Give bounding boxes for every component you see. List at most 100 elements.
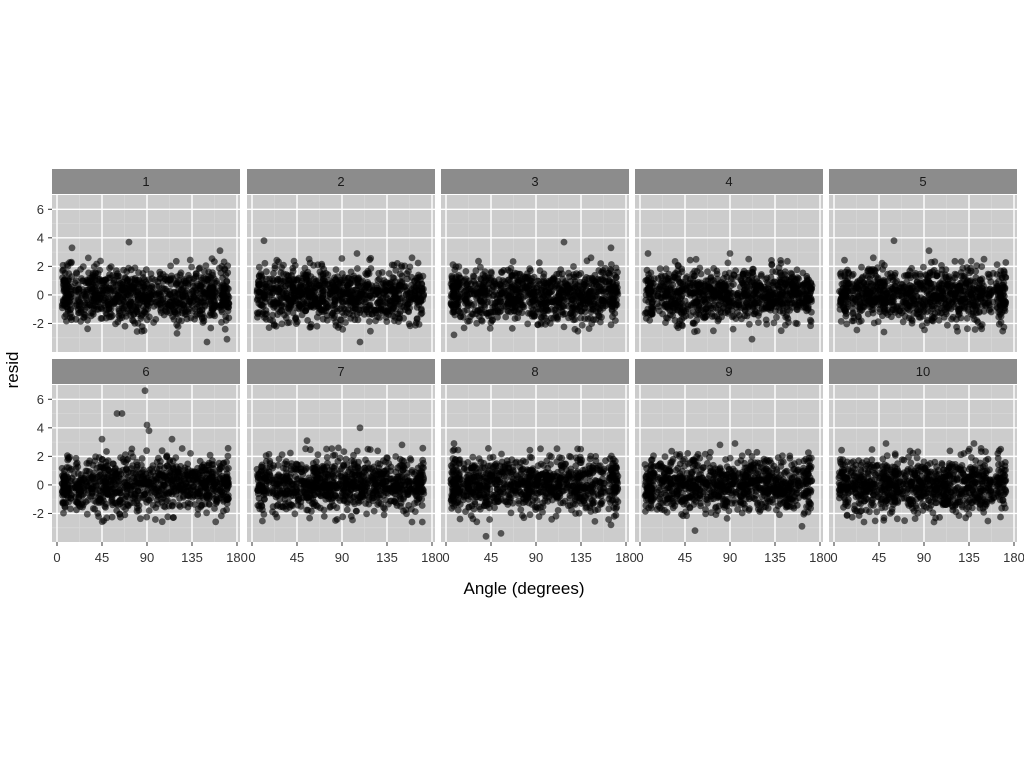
data-point [81, 311, 88, 318]
data-point [184, 281, 192, 289]
data-point [337, 295, 345, 303]
data-point [558, 286, 566, 294]
data-point [277, 277, 284, 285]
data-point [118, 314, 126, 321]
data-point [967, 257, 975, 265]
y-tick-label: 2 [37, 259, 44, 274]
data-point [253, 309, 261, 317]
data-point [570, 263, 577, 270]
data-point [595, 267, 603, 274]
data-point [133, 328, 141, 335]
data-point [597, 260, 605, 267]
data-point [460, 307, 468, 315]
data-point [79, 277, 86, 285]
data-point [201, 268, 208, 275]
data-point [650, 296, 658, 303]
data-point [172, 280, 180, 288]
outlier-point [203, 338, 211, 346]
outlier-point [980, 255, 988, 263]
data-point [495, 276, 503, 284]
outlier-point [356, 338, 364, 346]
data-point [856, 306, 863, 313]
data-point [98, 277, 106, 285]
data-point [362, 270, 369, 277]
data-point [953, 271, 960, 279]
data-point [375, 269, 383, 277]
data-point [581, 315, 589, 322]
data-point [405, 268, 412, 275]
data-point [873, 297, 880, 304]
outlier-point [353, 250, 361, 257]
data-point [101, 299, 109, 307]
data-point [316, 268, 324, 276]
data-point [878, 259, 886, 267]
data-point [976, 282, 983, 290]
data-point [509, 258, 517, 265]
data-point [274, 311, 281, 318]
data-point [547, 298, 554, 305]
data-point [392, 266, 400, 274]
data-point [730, 280, 737, 288]
data-point [337, 316, 345, 324]
outlier-point [450, 331, 458, 339]
data-point [805, 276, 813, 284]
data-point [466, 317, 473, 325]
facet-panel-3: 3 [441, 169, 629, 352]
data-point [989, 269, 997, 277]
data-point [987, 278, 995, 286]
data-point [462, 268, 470, 275]
outlier-point [223, 335, 231, 343]
data-point [278, 264, 285, 271]
data-point [921, 296, 929, 303]
data-point [366, 318, 373, 325]
data-point [418, 280, 426, 288]
data-point [710, 288, 718, 295]
data-point [671, 258, 679, 265]
data-point [691, 281, 699, 288]
data-points [447, 238, 622, 339]
data-point [521, 283, 529, 291]
data-point [869, 254, 877, 262]
data-point [552, 297, 560, 305]
data-point [585, 296, 593, 304]
data-point [508, 272, 516, 280]
data-point [178, 317, 185, 325]
data-point [108, 299, 116, 307]
data-point [478, 317, 486, 325]
data-point [788, 270, 796, 278]
data-point [306, 280, 313, 288]
outlier-point [125, 238, 133, 246]
data-point [498, 268, 505, 276]
data-point [452, 300, 460, 308]
data-point [129, 286, 137, 293]
data-point [315, 281, 323, 289]
data-point [662, 283, 670, 291]
data-point [265, 324, 273, 331]
data-point [187, 450, 194, 457]
data-point [574, 288, 582, 295]
data-point [261, 284, 269, 291]
data-point [277, 302, 285, 310]
data-point [255, 263, 263, 271]
data-point [600, 289, 608, 296]
data-point [307, 302, 315, 310]
data-point [513, 284, 521, 292]
data-points [253, 237, 428, 346]
data-point [167, 262, 175, 270]
outlier-point [560, 238, 568, 246]
data-point [186, 256, 194, 264]
data-point [571, 304, 578, 312]
data-point [379, 294, 387, 302]
data-point [192, 312, 200, 319]
data-point [460, 324, 468, 332]
facet-strip-label: 2 [337, 174, 344, 189]
data-point [692, 255, 700, 263]
data-point [929, 313, 936, 321]
data-point [1002, 298, 1010, 306]
data-point [120, 281, 127, 289]
data-point [670, 273, 678, 281]
data-point [608, 302, 616, 310]
data-point [354, 265, 361, 272]
data-point [107, 263, 115, 270]
data-point [258, 273, 266, 281]
